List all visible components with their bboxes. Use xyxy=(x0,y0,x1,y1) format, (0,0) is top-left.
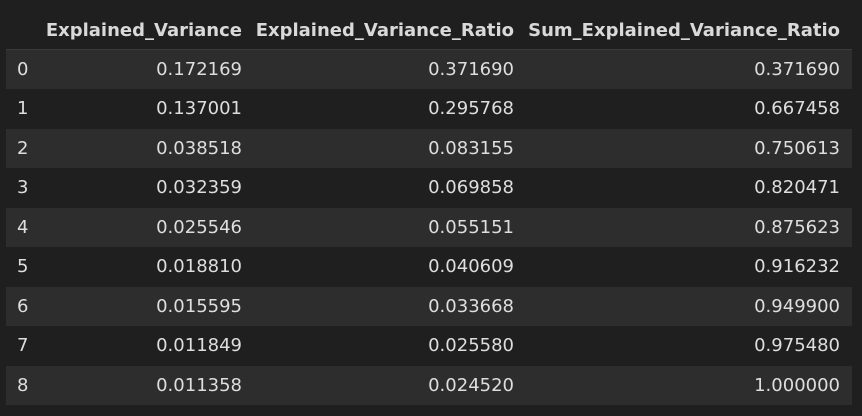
row-index: 7 xyxy=(17,335,29,357)
cell-explained-variance: 0.015595 xyxy=(156,295,242,317)
cell-explained-variance-ratio: 0.033668 xyxy=(428,295,514,317)
cell-explained-variance: 0.038518 xyxy=(156,137,242,159)
table-row: 0 0.172169 0.371690 0.371690 xyxy=(6,49,852,89)
cell-sum-explained-variance-ratio: 0.750613 xyxy=(754,137,840,159)
cell-explained-variance: 0.011849 xyxy=(156,335,242,357)
table-header: Explained_Variance Explained_Variance_Ra… xyxy=(6,12,852,50)
table-row: 6 0.015595 0.033668 0.949900 xyxy=(6,286,852,326)
cell-explained-variance-ratio: 0.295768 xyxy=(428,98,514,120)
column-header-explained-variance-ratio: Explained_Variance_Ratio xyxy=(254,12,526,50)
table-row: 7 0.011849 0.025580 0.975480 xyxy=(6,326,852,366)
dataframe-table: Explained_Variance Explained_Variance_Ra… xyxy=(6,12,852,405)
cell-explained-variance-ratio: 0.024520 xyxy=(428,374,514,396)
cell-sum-explained-variance-ratio: 0.820471 xyxy=(754,177,840,199)
index-column-header xyxy=(6,12,42,50)
table-row: 3 0.032359 0.069858 0.820471 xyxy=(6,168,852,208)
row-index: 2 xyxy=(17,137,29,159)
cell-explained-variance-ratio: 0.025580 xyxy=(428,335,514,357)
table-row: 8 0.011358 0.024520 1.000000 xyxy=(6,365,852,405)
row-index: 8 xyxy=(17,374,29,396)
table-row: 4 0.025546 0.055151 0.875623 xyxy=(6,207,852,247)
cell-explained-variance: 0.172169 xyxy=(156,59,242,80)
cell-sum-explained-variance-ratio: 0.667458 xyxy=(754,98,840,120)
row-index: 5 xyxy=(17,256,29,278)
cell-sum-explained-variance-ratio: 0.949900 xyxy=(754,295,840,317)
cell-explained-variance-ratio: 0.069858 xyxy=(428,177,514,199)
cell-explained-variance-ratio: 0.040609 xyxy=(428,256,514,278)
row-index: 1 xyxy=(17,98,29,120)
cell-sum-explained-variance-ratio: 0.975480 xyxy=(754,335,840,357)
table-row: 1 0.137001 0.295768 0.667458 xyxy=(6,89,852,129)
cell-explained-variance: 0.137001 xyxy=(156,98,242,120)
table-row: 5 0.018810 0.040609 0.916232 xyxy=(6,247,852,287)
row-index: 4 xyxy=(17,216,29,238)
cell-sum-explained-variance-ratio: 1.000000 xyxy=(754,374,840,396)
cell-explained-variance: 0.018810 xyxy=(156,256,242,278)
cell-explained-variance: 0.025546 xyxy=(156,216,242,238)
column-header-sum-explained-variance-ratio: Sum_Explained_Variance_Ratio xyxy=(526,12,852,50)
row-index: 0 xyxy=(17,59,29,80)
table-body: 0 0.172169 0.371690 0.371690 1 0.137001 … xyxy=(6,49,852,405)
cell-sum-explained-variance-ratio: 0.371690 xyxy=(754,59,840,80)
cell-explained-variance-ratio: 0.371690 xyxy=(428,59,514,80)
header-row: Explained_Variance Explained_Variance_Ra… xyxy=(6,12,852,50)
row-index: 3 xyxy=(17,177,29,199)
cell-explained-variance-ratio: 0.055151 xyxy=(428,216,514,238)
row-index: 6 xyxy=(17,295,29,317)
column-header-explained-variance: Explained_Variance xyxy=(42,12,254,50)
cell-sum-explained-variance-ratio: 0.875623 xyxy=(754,216,840,238)
cell-sum-explained-variance-ratio: 0.916232 xyxy=(754,256,840,278)
table-row: 2 0.038518 0.083155 0.750613 xyxy=(6,128,852,168)
cell-explained-variance-ratio: 0.083155 xyxy=(428,137,514,159)
cell-explained-variance: 0.011358 xyxy=(156,374,242,396)
cell-explained-variance: 0.032359 xyxy=(156,177,242,199)
